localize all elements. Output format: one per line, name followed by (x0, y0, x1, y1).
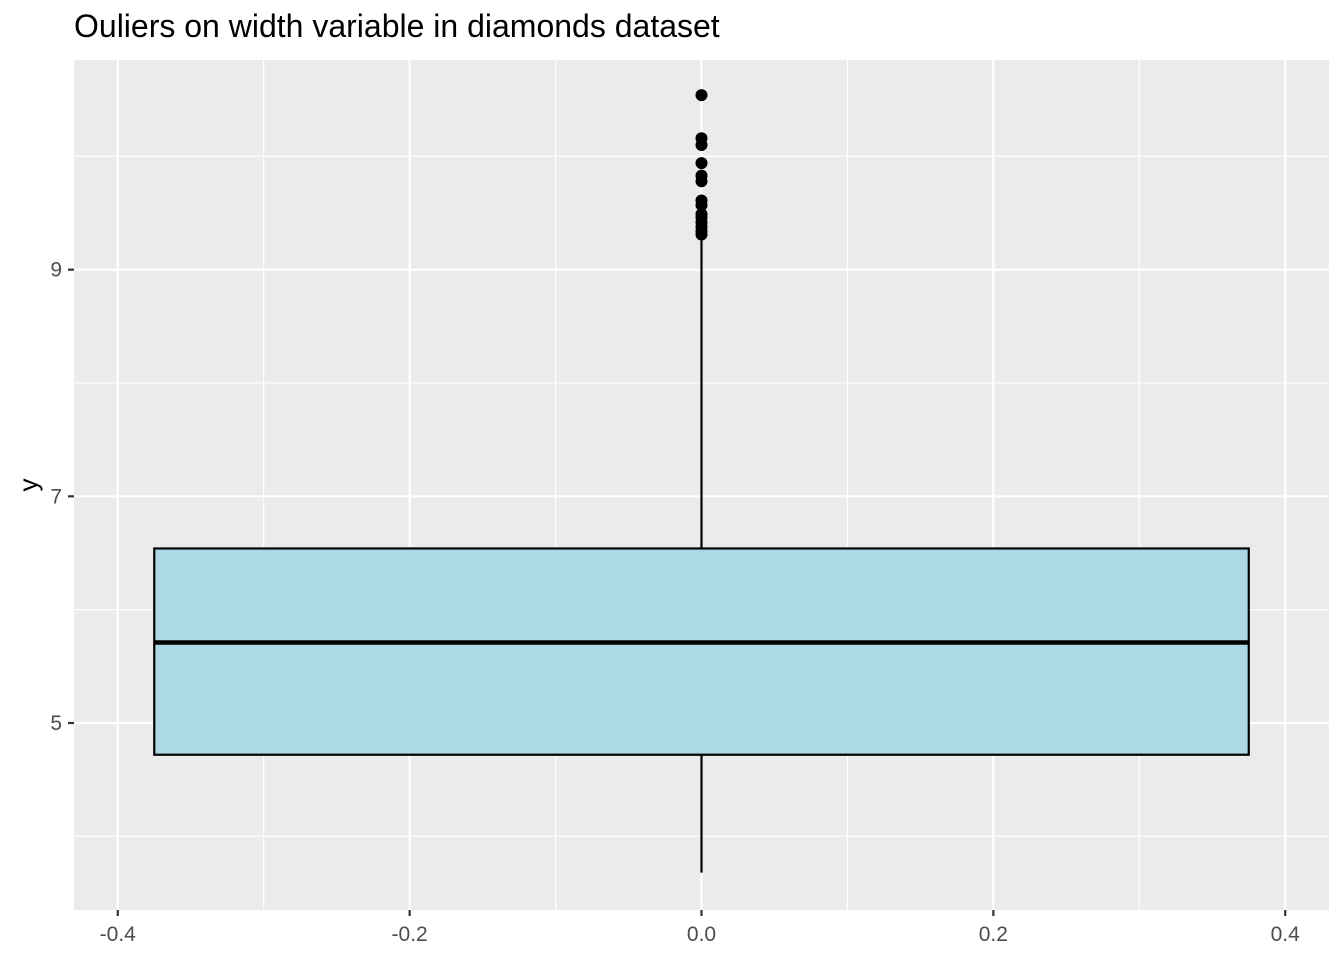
box-iqr (153, 547, 1250, 756)
chart-title: Ouliers on width variable in diamonds da… (74, 8, 720, 44)
outlier-point (695, 169, 708, 182)
x-tick-label: 0.4 (1271, 923, 1301, 946)
y-axis: 5 7 9 (50, 259, 74, 735)
outlier-points (695, 89, 708, 241)
x-tick-label: 0.2 (979, 923, 1008, 946)
outlier-point (695, 157, 708, 170)
y-axis-title: y (13, 479, 43, 492)
y-tick-label: 5 (50, 712, 62, 735)
outlier-point (695, 194, 708, 207)
outlier-point (695, 132, 708, 145)
outlier-point (695, 89, 708, 102)
x-tick-label: -0.4 (100, 923, 137, 946)
x-axis: -0.4 -0.2 0.0 0.2 0.4 (100, 910, 1300, 946)
x-tick-label: 0.0 (687, 923, 716, 946)
y-tick-label: 9 (50, 259, 62, 282)
x-tick-label: -0.2 (392, 923, 428, 946)
outlier-point (695, 208, 708, 221)
y-tick-label: 7 (50, 485, 62, 508)
boxplot (153, 240, 1250, 873)
